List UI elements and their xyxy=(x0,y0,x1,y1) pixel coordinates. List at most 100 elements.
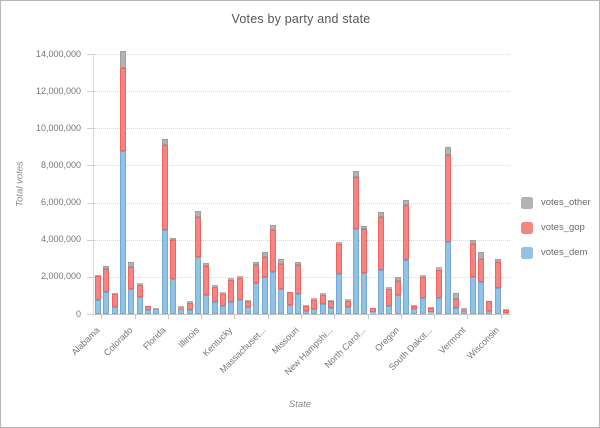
bar-montana[interactable] xyxy=(303,304,310,314)
segment-votes_gop xyxy=(261,256,268,277)
segment-votes_gop xyxy=(103,269,110,293)
bar-south-carolina[interactable] xyxy=(419,274,426,314)
y-tick-mark xyxy=(87,276,93,278)
segment-votes_gop xyxy=(120,68,127,152)
bar-maine[interactable] xyxy=(244,300,251,314)
segment-votes_other xyxy=(120,50,127,69)
bar-virginia[interactable] xyxy=(469,240,476,314)
bar-nebraska[interactable] xyxy=(311,298,318,314)
segment-votes_other xyxy=(419,274,426,277)
bar-michigan[interactable] xyxy=(269,224,276,314)
bar-kansas[interactable] xyxy=(219,292,226,314)
bar-california[interactable] xyxy=(120,50,127,314)
segment-votes_other xyxy=(261,252,268,257)
bar-mississippi[interactable] xyxy=(286,291,293,314)
y-tick-label: 12,000,000 xyxy=(35,85,81,96)
bar-north-carolina[interactable] xyxy=(361,225,368,314)
bar-indiana[interactable] xyxy=(203,263,210,314)
segment-votes_gop xyxy=(353,177,360,230)
bar-tennessee[interactable] xyxy=(436,267,443,314)
segment-votes_dem xyxy=(244,307,251,314)
legend-item-votes_other[interactable]: votes_other xyxy=(521,197,591,209)
segment-votes_dem xyxy=(344,306,351,314)
segment-votes_other xyxy=(336,242,343,245)
bar-ohio[interactable] xyxy=(378,211,385,314)
bar-utah[interactable] xyxy=(452,293,459,314)
bar-georgia[interactable] xyxy=(170,237,177,314)
segment-votes_other xyxy=(477,252,484,259)
segment-votes_gop xyxy=(111,294,118,307)
segment-votes_dem xyxy=(286,305,293,314)
segment-votes_other xyxy=(444,147,451,155)
segment-votes_dem xyxy=(103,292,110,314)
bar-arkansas[interactable] xyxy=(111,293,118,314)
segment-votes_gop xyxy=(311,299,318,309)
segment-votes_dem xyxy=(353,229,360,314)
bar-louisiana[interactable] xyxy=(236,276,243,314)
bar-wyoming[interactable] xyxy=(502,309,509,314)
bar-iowa[interactable] xyxy=(211,284,218,314)
segment-votes_dem xyxy=(161,230,168,314)
bar-south-dakota[interactable] xyxy=(427,307,434,314)
bar-new-york[interactable] xyxy=(353,170,360,314)
bar-district-of-columbia[interactable] xyxy=(153,308,160,314)
segment-votes_gop xyxy=(394,280,401,296)
bar-oregon[interactable] xyxy=(394,276,401,314)
bar-idaho[interactable] xyxy=(186,301,193,314)
bar-connecticut[interactable] xyxy=(136,283,143,314)
bar-massachusetts[interactable] xyxy=(261,252,268,314)
bar-hawaii[interactable] xyxy=(178,306,185,314)
segment-votes_dem xyxy=(95,300,102,314)
segment-votes_other xyxy=(228,278,235,280)
segment-votes_other xyxy=(378,211,385,217)
segment-votes_dem xyxy=(386,306,393,314)
segment-votes_gop xyxy=(269,229,276,272)
bar-new-mexico[interactable] xyxy=(344,299,351,314)
x-tick-mark xyxy=(134,315,136,319)
bar-nevada[interactable] xyxy=(319,293,326,314)
x-axis-title: State xyxy=(288,399,312,410)
bar-florida[interactable] xyxy=(161,139,168,314)
bar-minnesota[interactable] xyxy=(278,259,285,314)
bar-alabama[interactable] xyxy=(95,274,102,314)
x-tick-mark xyxy=(201,315,203,319)
segment-votes_gop xyxy=(161,144,168,231)
bar-delaware[interactable] xyxy=(145,305,152,314)
y-tick-mark xyxy=(87,128,93,130)
segment-votes_other xyxy=(452,293,459,299)
legend-item-votes_dem[interactable]: votes_dem xyxy=(521,247,591,259)
bar-new-hampshire[interactable] xyxy=(328,300,335,314)
segment-votes_gop xyxy=(436,269,443,298)
bar-texas[interactable] xyxy=(444,147,451,314)
segment-votes_gop xyxy=(386,288,393,307)
segment-votes_dem xyxy=(469,277,476,314)
segment-votes_gop xyxy=(444,154,451,242)
bar-illinois[interactable] xyxy=(195,211,201,314)
segment-votes_dem xyxy=(269,271,276,314)
segment-votes_gop xyxy=(211,287,218,302)
bar-north-dakota[interactable] xyxy=(369,307,376,314)
bar-colorado[interactable] xyxy=(128,262,135,314)
bar-oklahoma[interactable] xyxy=(386,287,393,314)
bar-new-jersey[interactable] xyxy=(336,242,343,314)
segment-votes_dem xyxy=(361,273,368,314)
bar-kentucky[interactable] xyxy=(228,278,235,314)
bar-west-virginia[interactable] xyxy=(486,300,493,314)
y-tick-mark xyxy=(87,239,93,241)
bar-vermont[interactable] xyxy=(461,308,468,314)
legend-item-votes_gop[interactable]: votes_gop xyxy=(521,222,591,234)
bar-wisconsin[interactable] xyxy=(494,258,501,314)
bar-pennsylvania[interactable] xyxy=(403,200,409,314)
y-tick-label: 8,000,000 xyxy=(40,159,81,170)
bar-maryland[interactable] xyxy=(253,262,260,314)
bar-washington[interactable] xyxy=(477,252,484,314)
segment-votes_other xyxy=(195,211,201,217)
bar-arizona[interactable] xyxy=(103,266,110,314)
bar-missouri[interactable] xyxy=(294,261,301,314)
segment-votes_gop xyxy=(361,229,368,274)
segment-votes_dem xyxy=(236,299,243,314)
segment-votes_other xyxy=(178,306,185,307)
bar-rhode-island[interactable] xyxy=(411,305,418,314)
legend-label: votes_dem xyxy=(541,247,588,258)
x-tick-label: Colorado xyxy=(101,325,135,358)
